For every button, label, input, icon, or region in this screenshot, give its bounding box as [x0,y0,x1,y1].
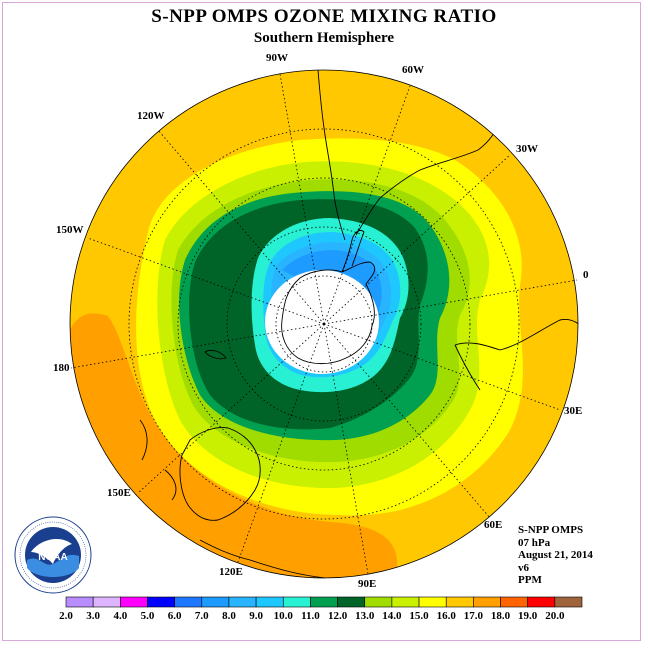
colorbar-swatch [527,596,556,608]
colorbar-tick-label: 8.0 [222,610,236,622]
meridians [70,73,578,575]
colorbar-swatch [500,596,528,608]
colorbar-swatch [445,596,474,608]
latitude-circles [128,128,520,520]
colorbar-tick-label: 19.0 [518,610,538,622]
map-boundary [69,69,579,579]
colorbar-tick-label: 7.0 [195,610,209,622]
lon-label-90w: 90W [266,52,288,64]
colorbar-tick-label: 11.0 [301,610,320,622]
colorbar-swatch [92,596,121,608]
colorbar-swatch [174,596,203,608]
lon-label-60e: 60E [484,519,502,531]
colorbar-tick-label: 6.0 [168,610,182,622]
noaa-logo-text: NOAA [38,552,67,563]
colorbar-tick-label: 14.0 [382,610,402,622]
lon-label-150w: 150W [56,224,84,236]
coastlines [139,70,578,578]
colorbar-tick-label: 18.0 [491,610,511,622]
info-units: PPM [518,574,542,586]
colorbar-swatch [282,596,311,608]
colorbar-tick-label: 3.0 [86,610,100,622]
south-america-coast [317,70,506,241]
colorbar-swatch [418,596,447,608]
colorbar-tick-label: 5.0 [141,610,155,622]
noaa-logo: NOAA [14,516,92,594]
antarctica-coast [281,261,376,365]
colorbar-tick-label: 10.0 [274,610,294,622]
colorbar-tick-label: 15.0 [409,610,429,622]
colorbar-swatch [228,596,257,608]
colorbar-tick-label: 20.0 [545,610,565,622]
colorbar-tick-label: 13.0 [355,610,375,622]
colorbar-swatch [337,596,366,608]
lon-label-30e: 30E [564,405,582,417]
lon-label-0: 0 [583,269,589,281]
lon-label-60w: 60W [402,64,424,76]
colorbar-tick-label: 16.0 [437,610,457,622]
colorbar-swatch [310,596,338,608]
lon-label-120w: 120W [137,110,165,122]
colorbar-tick-label: 2.0 [59,610,73,622]
colorbar-swatch [473,596,501,608]
info-date: August 21, 2014 [518,549,593,561]
colorbar-tick-label: 4.0 [113,610,127,622]
info-instrument: S-NPP OMPS [518,524,584,536]
lon-label-90e: 90E [358,578,376,590]
info-version: v6 [518,561,529,574]
longitude-labels: 90W 60W 30W 0 30E 60E 90E 120E 150E 180 … [53,52,589,590]
info-panel: S-NPP OMPS 07 hPa August 21, 2014 v6 PPM [518,524,593,587]
map-subtitle: Southern Hemisphere [253,30,395,46]
lon-label-150e: 150E [107,487,131,499]
colorbar: 2.0 3.0 4.0 5.0 6.0 7.0 8.0 9.0 10.0 11.0 12.0 13.0… [59,596,583,622]
ozone-field [70,70,578,578]
new-zealand-coast [204,349,227,360]
colorbar-swatch [391,596,420,608]
colorbar-tick-label: 17.0 [464,610,484,622]
colorbar-swatch [65,596,94,608]
colorbar-swatch [120,596,148,608]
colorbar-swatch [201,596,230,608]
lon-label-180: 180 [53,362,70,374]
info-level: 07 hPa [518,536,551,549]
indonesia-coast [139,419,326,578]
australia-coast [179,427,261,521]
colorbar-swatch [255,596,284,608]
figure-frame [2,2,641,641]
antarctic-peninsula [341,229,365,273]
lon-label-120e: 120E [219,566,243,578]
colorbar-swatch [364,596,393,608]
colorbar-tick-label: 12.0 [328,610,348,622]
colorbar-swatch [147,596,175,608]
lon-label-30w: 30W [516,143,538,155]
africa-coast [454,319,578,391]
map-title: S-NPP OMPS OZONE MIXING RATIO [151,6,497,27]
no-data-region [265,270,379,374]
colorbar-swatch [554,596,583,608]
colorbar-tick-label: 9.0 [249,610,263,622]
